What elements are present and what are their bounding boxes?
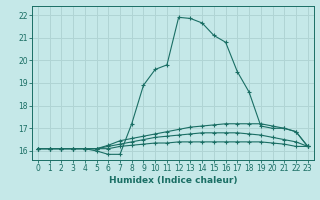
X-axis label: Humidex (Indice chaleur): Humidex (Indice chaleur): [108, 176, 237, 185]
